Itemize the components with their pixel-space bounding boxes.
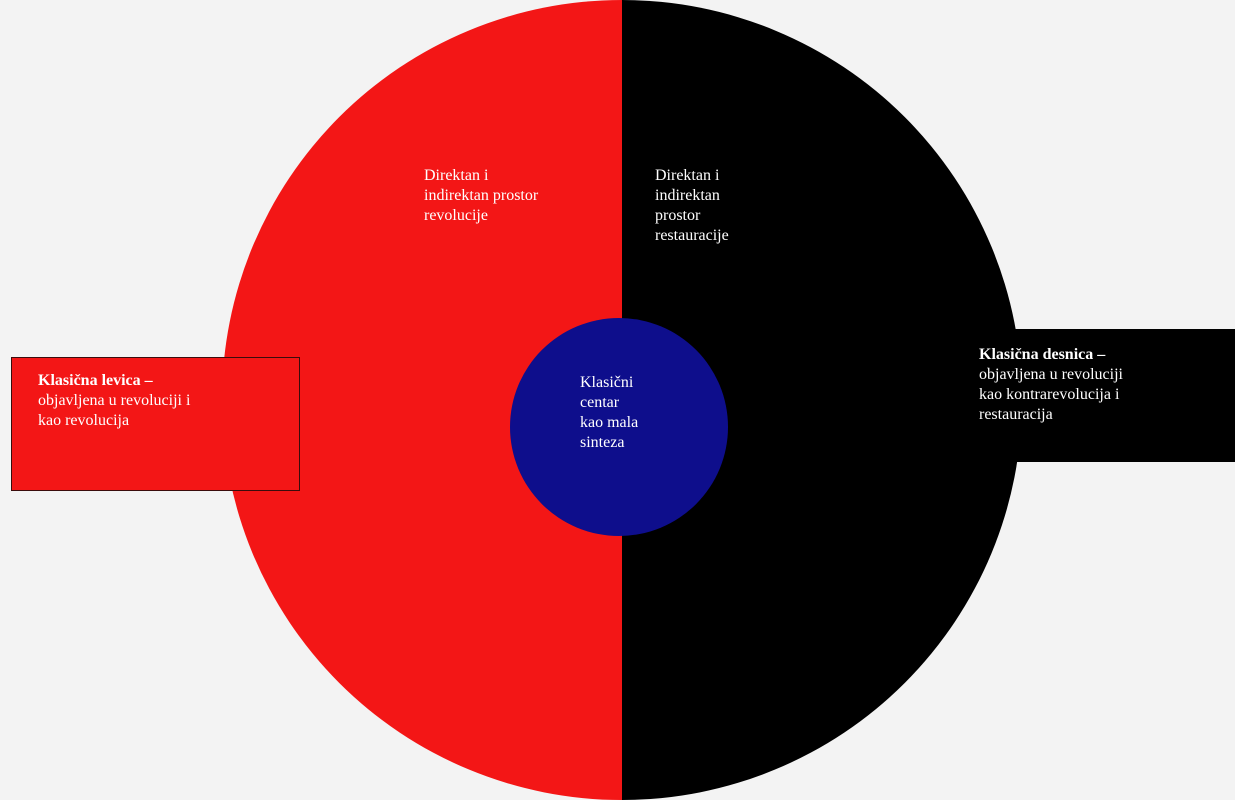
classic-right-line: objavljena u revoluciji	[979, 366, 1123, 383]
right-half-label-line: prostor	[655, 207, 701, 224]
classic-right-title: Klasična desnica –	[979, 346, 1106, 363]
right-half-label-line: Direktan i	[655, 167, 720, 184]
classic-right-box: Klasična desnica – objavljena u revoluci…	[966, 329, 1235, 462]
classic-left-title: Klasična levica –	[38, 372, 153, 389]
right-half-black	[622, 0, 1022, 800]
center-label-line: kao mala	[580, 414, 639, 431]
classic-left-box: Klasična levica – objavljena u revolucij…	[11, 357, 300, 491]
right-half-label-line: indirektan	[655, 187, 720, 204]
center-label-line: centar	[580, 394, 620, 411]
center-circle-blue	[510, 318, 728, 536]
classic-right-line: kao kontrarevolucija i	[979, 386, 1120, 403]
classic-right-line: restauracija	[979, 406, 1053, 423]
right-half-label: Direktan i indirektan prostor restauraci…	[655, 166, 729, 246]
center-label-line: sinteza	[580, 434, 625, 451]
left-half-label-line: Direktan i	[424, 167, 489, 184]
classic-left-line: kao revolucija	[38, 412, 130, 429]
left-half-label-line: revolucije	[424, 207, 488, 224]
center-label: Klasični centar kao mala sinteza	[580, 373, 638, 453]
left-half-red	[222, 0, 622, 800]
left-half-label: Direktan i indirektan prostor revolucije	[424, 166, 538, 226]
classic-left-line: objavljena u revoluciji i	[38, 392, 191, 409]
center-label-line: Klasični	[580, 374, 634, 391]
right-half-label-line: restauracije	[655, 227, 729, 244]
left-half-label-line: indirektan prostor	[424, 187, 539, 204]
